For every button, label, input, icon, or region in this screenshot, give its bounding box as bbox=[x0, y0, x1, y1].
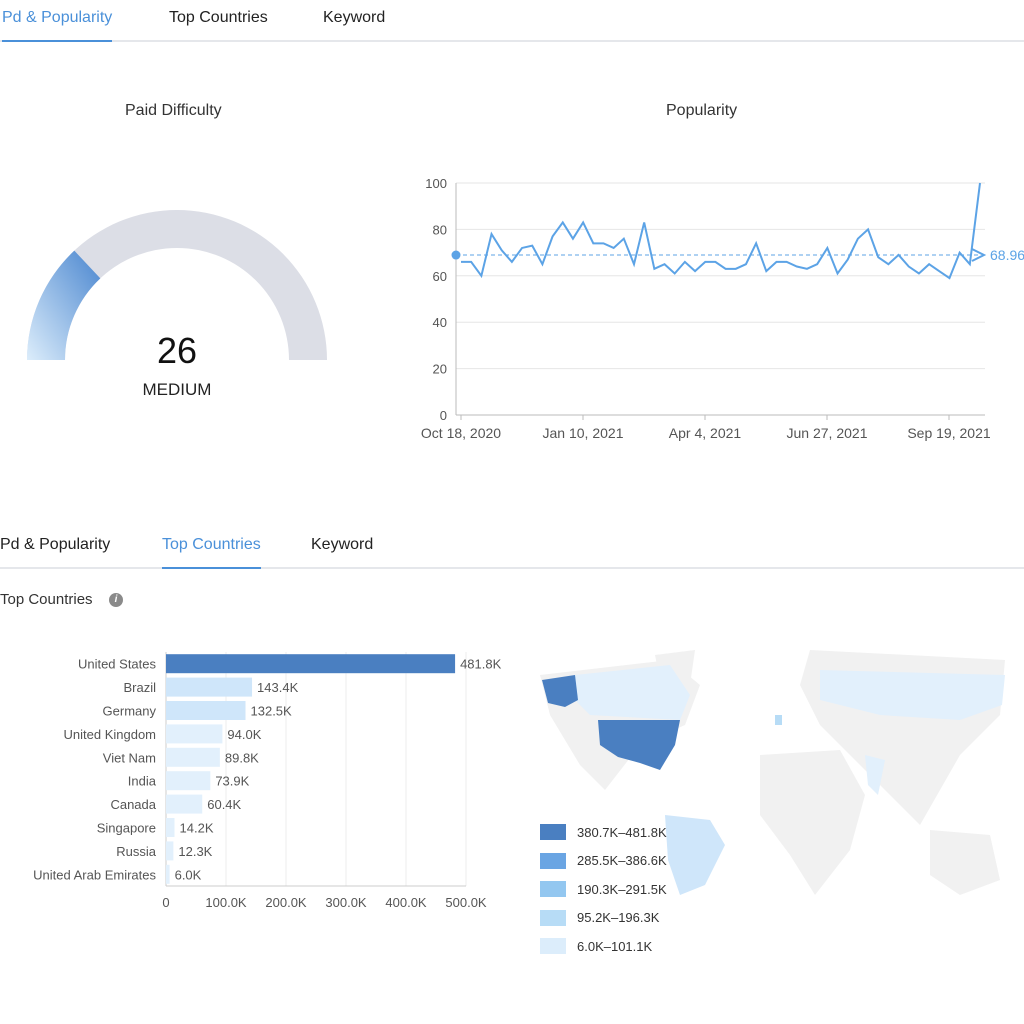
value-label: 73.9K bbox=[215, 774, 249, 789]
legend-swatch bbox=[540, 909, 566, 926]
legend-swatch bbox=[540, 852, 566, 869]
legend-label: 6.0K–101.1K bbox=[577, 938, 653, 954]
x-tick-label: Oct 18, 2020 bbox=[421, 425, 501, 441]
average-arrow bbox=[971, 248, 987, 262]
bar bbox=[166, 677, 253, 697]
tab-top-countries[interactable]: Top Countries bbox=[169, 9, 268, 26]
legend-item: 285.5K–386.6K bbox=[540, 849, 667, 873]
legend-label: 380.7K–481.8K bbox=[577, 824, 667, 840]
legend-label: 285.5K–386.6K bbox=[577, 853, 667, 868]
category-label: Singapore bbox=[97, 821, 156, 836]
legend-item: 6.0K–101.1K bbox=[540, 934, 667, 958]
map-united-states bbox=[598, 720, 680, 770]
category-label: Brazil bbox=[123, 680, 156, 695]
bar bbox=[166, 724, 223, 744]
tab-pd-popularity-2[interactable]: Pd & Popularity bbox=[0, 536, 111, 553]
popularity-title: Popularity bbox=[666, 102, 738, 119]
top-countries-label: Top Countries bbox=[0, 591, 93, 608]
map-legend: 380.7K–481.8K 285.5K–386.6K 190.3K–291.5… bbox=[540, 820, 667, 963]
x-tick-label: 200.0K bbox=[265, 895, 307, 910]
top-countries-bar-chart: 0 100.0K 200.0K 300.0K 400.0K 500.0K United St… bbox=[33, 652, 502, 910]
value-label: 132.5K bbox=[251, 704, 293, 719]
bar bbox=[166, 771, 211, 791]
map-india bbox=[865, 755, 885, 795]
top-tab-bar: Pd & Popularity Top Countries Keyword bbox=[0, 0, 1024, 42]
x-tick-label: 0 bbox=[162, 895, 169, 910]
legend-label: 190.3K–291.5K bbox=[577, 881, 667, 897]
category-label: United States bbox=[78, 657, 157, 672]
x-tick-label: 500.0K bbox=[445, 895, 487, 910]
bar bbox=[166, 747, 220, 767]
map-canada bbox=[575, 665, 690, 720]
world-map bbox=[540, 650, 1005, 895]
bar bbox=[166, 701, 246, 720]
legend-item: 190.3K–291.5K bbox=[540, 877, 667, 901]
category-label: Germany bbox=[103, 704, 157, 719]
bar bbox=[166, 794, 203, 814]
x-tick-label: 300.0K bbox=[325, 895, 367, 910]
value-label: 14.2K bbox=[180, 821, 214, 836]
value-label: 481.8K bbox=[460, 657, 502, 672]
category-label: United Kingdom bbox=[64, 727, 157, 742]
bar bbox=[166, 818, 175, 837]
legend-swatch bbox=[540, 938, 566, 954]
map-alaska bbox=[542, 675, 578, 707]
average-label: 68.96 bbox=[990, 247, 1024, 263]
legend-label: 95.2K–196.3K bbox=[577, 910, 660, 925]
tab-top-countries-2[interactable]: Top Countries bbox=[162, 527, 261, 569]
value-label: 60.4K bbox=[207, 797, 241, 812]
popularity-series-line bbox=[461, 182, 981, 280]
y-tick-label: 40 bbox=[433, 315, 447, 330]
popularity-line-chart: 0 20 40 60 80 100 Oct 18, 2020 Jan 10, 2021 Apr … bbox=[421, 176, 1024, 441]
bottom-tab-bar: Pd & Popularity Top Countries Keyword bbox=[0, 527, 1024, 569]
category-label: India bbox=[128, 774, 157, 789]
map-germany bbox=[775, 715, 782, 725]
y-tick-label: 100 bbox=[425, 176, 447, 191]
average-start-dot bbox=[451, 250, 461, 260]
tab-pd-popularity[interactable]: Pd & Popularity bbox=[2, 0, 113, 42]
x-tick-label: 400.0K bbox=[385, 895, 427, 910]
legend-item: 380.7K–481.8K bbox=[540, 820, 667, 844]
x-tick-label: 100.0K bbox=[205, 895, 247, 910]
category-label: United Arab Emirates bbox=[33, 867, 156, 882]
map-russia bbox=[820, 670, 1005, 720]
paid-difficulty-title: Paid Difficulty bbox=[125, 102, 222, 119]
tab-keyword-2[interactable]: Keyword bbox=[311, 536, 374, 553]
value-label: 89.8K bbox=[225, 750, 259, 765]
tab-keyword[interactable]: Keyword bbox=[323, 9, 386, 26]
value-label: 12.3K bbox=[178, 844, 212, 859]
y-tick-label: 20 bbox=[433, 362, 447, 377]
bar bbox=[166, 864, 170, 884]
y-tick-label: 0 bbox=[440, 408, 447, 423]
x-tick-label: Apr 4, 2021 bbox=[669, 425, 742, 441]
legend-item: 95.2K–196.3K bbox=[540, 906, 667, 930]
value-label: 94.0K bbox=[227, 727, 261, 742]
category-label: Viet Nam bbox=[103, 750, 156, 765]
y-tick-label: 60 bbox=[433, 269, 447, 284]
y-tick-label: 80 bbox=[433, 222, 447, 237]
legend-swatch bbox=[540, 881, 566, 897]
info-icon[interactable]: i bbox=[109, 593, 123, 607]
x-tick-label: Jun 27, 2021 bbox=[787, 425, 868, 441]
paid-difficulty-value: 26 bbox=[156, 330, 198, 371]
legend-swatch bbox=[540, 824, 566, 840]
category-label: Russia bbox=[116, 844, 157, 859]
value-label: 6.0K bbox=[175, 867, 202, 882]
bar bbox=[166, 841, 174, 861]
x-tick-label: Jan 10, 2021 bbox=[543, 425, 624, 441]
x-tick-label: Sep 19, 2021 bbox=[907, 425, 991, 441]
value-label: 143.4K bbox=[257, 680, 299, 695]
map-brazil bbox=[665, 815, 725, 895]
paid-difficulty-level: MEDIUM bbox=[142, 380, 212, 399]
bar bbox=[166, 654, 456, 674]
category-label: Canada bbox=[110, 797, 156, 812]
